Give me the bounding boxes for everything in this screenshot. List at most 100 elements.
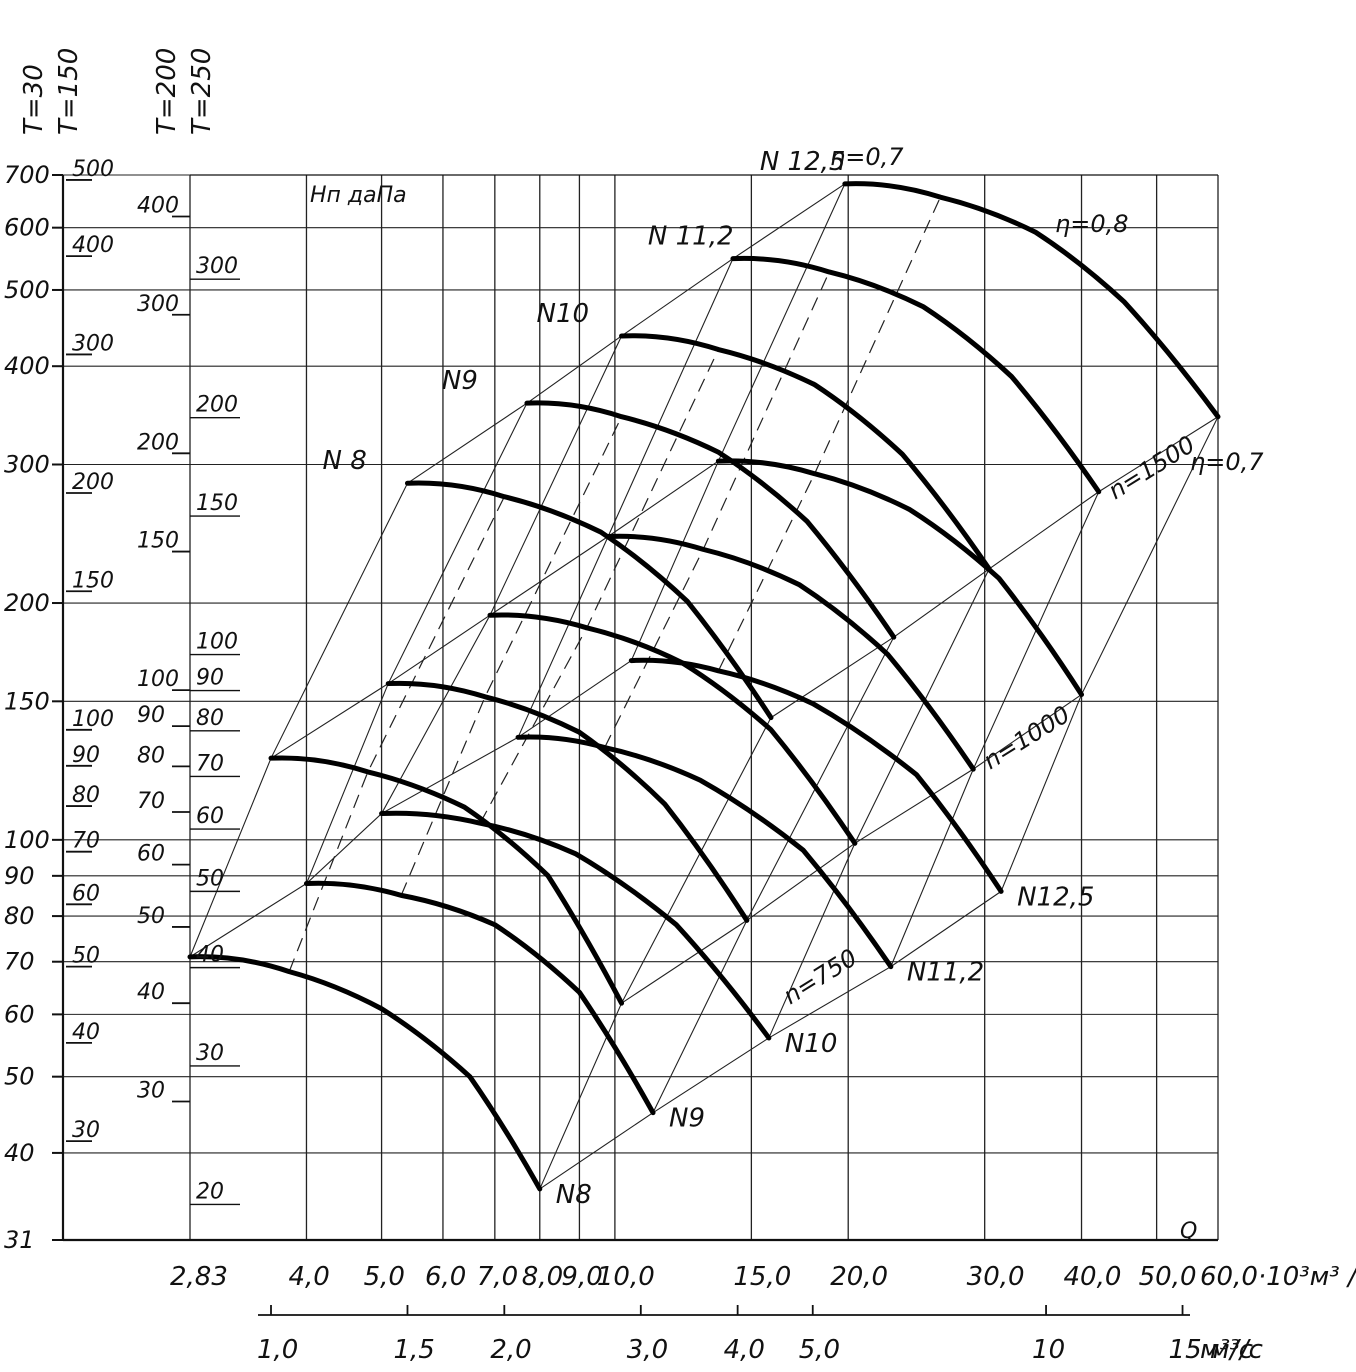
- t250-tick-label: 80: [196, 706, 224, 731]
- t150-tick-label: 80: [72, 783, 100, 808]
- efficiency-label: η=0,7: [830, 143, 904, 171]
- x-tick-label: 6,0: [425, 1262, 466, 1292]
- t250-tick-label: 90: [196, 666, 224, 691]
- fan-curve-N9-n1000: [385, 680, 750, 923]
- efficiency-line: [717, 196, 941, 672]
- x-tick-label: 30,0: [967, 1262, 1025, 1292]
- x-tick-label: 15,0: [733, 1262, 791, 1292]
- fan-label-top: N 11,2: [648, 222, 734, 252]
- speed-label: n=750: [778, 943, 862, 1010]
- efficiency-line: [400, 416, 623, 896]
- fan-curve-N10-n1500: [619, 333, 992, 572]
- x-tick-label: 7,0: [477, 1262, 518, 1292]
- fan-curve-N11-2-n750: [515, 734, 894, 970]
- x2-tick-label: 2,0: [490, 1335, 531, 1365]
- fan-label-bottom: N10: [785, 1029, 838, 1059]
- fan-label-bottom: N11,2: [907, 958, 984, 988]
- t200-tick-label: 40: [137, 980, 165, 1005]
- y-tick-label: 500: [4, 276, 50, 304]
- t150-tick-label: 70: [72, 829, 100, 854]
- fan-curve-N9-n1500: [524, 400, 897, 640]
- efficiency-line: [479, 349, 719, 824]
- temperature-header: T=200: [152, 48, 182, 135]
- t200-tick-label: 100: [137, 667, 179, 692]
- x-tick-label: 50,0: [1139, 1262, 1197, 1292]
- x-tick-label: 40,0: [1064, 1262, 1122, 1292]
- fan-label-top: N10: [537, 299, 590, 329]
- t200-tick-label: 80: [137, 743, 165, 768]
- t250-tick-label: 200: [196, 393, 238, 418]
- fan-curve-N9-n750: [303, 880, 656, 1116]
- temperature-header: T=30: [19, 64, 49, 135]
- fan-curve-N12-5-n1000: [715, 458, 1085, 698]
- t200-tick-label: 300: [137, 292, 179, 317]
- t200-tick-label: 30: [137, 1078, 165, 1103]
- fan-label-top: N9: [442, 366, 478, 396]
- x2-units-label: м³/с: [1200, 1335, 1253, 1365]
- y-tick-label: 90: [4, 862, 35, 890]
- x-tick-label: 20,0: [830, 1262, 888, 1292]
- t200-tick-label: 60: [137, 842, 165, 867]
- x2-tick-label: 5,0: [799, 1335, 840, 1365]
- x2-tick-label: 15 м³/с: [1169, 1335, 1263, 1365]
- t150-tick-label: 100: [72, 707, 114, 732]
- size-line-end: [539, 717, 772, 1190]
- t200-tick-label: 50: [137, 904, 165, 929]
- t150-tick-label: 300: [72, 331, 114, 356]
- y-tick-label: 50: [4, 1063, 35, 1091]
- y-tick-label: 40: [4, 1139, 35, 1167]
- y-tick-label: 100: [4, 826, 50, 854]
- y-tick-label: 80: [4, 902, 35, 930]
- speed-label: n=1000: [978, 700, 1075, 775]
- fan-label-bottom: N12,5: [1017, 882, 1094, 912]
- t250-tick-label: 50: [196, 866, 224, 891]
- t250-tick-label: 300: [196, 254, 238, 279]
- x2-tick-label: 10: [1032, 1335, 1065, 1365]
- fan-curve-N10-n750: [379, 810, 772, 1041]
- y-tick-label: 150: [4, 687, 50, 715]
- x-tick-label: 10,0: [597, 1262, 655, 1292]
- t150-tick-label: 500: [72, 157, 114, 182]
- t150-tick-label: 200: [72, 470, 114, 495]
- y-tick-label: 60: [4, 1000, 35, 1028]
- fan-curve-N12-5-n750: [628, 657, 1004, 894]
- t250-tick-label: 150: [196, 491, 238, 516]
- fan-curves: [187, 181, 1221, 1192]
- speed-label: n=1500: [1103, 430, 1200, 505]
- y-tick-label: 200: [4, 589, 50, 617]
- y-tick-label: 400: [4, 352, 50, 380]
- fan-curve-N8-n1500: [404, 480, 774, 721]
- temperature-header: T=150: [54, 48, 84, 135]
- t150-tick-label: 30: [72, 1118, 100, 1143]
- t200-tick-label: 90: [137, 703, 165, 728]
- t250-tick-label: 100: [196, 630, 238, 655]
- t250-tick-label: 40: [196, 943, 224, 968]
- t250-tick-label: 70: [196, 751, 224, 776]
- fan-curve-N8-n750: [187, 954, 543, 1192]
- t250-tick-label: 30: [196, 1041, 224, 1066]
- fan-curve-N10-n1000: [487, 612, 858, 846]
- efficiency-label: η=0,8: [1055, 210, 1129, 238]
- x2-tick-label: 4,0: [724, 1335, 765, 1365]
- speed-line-start: [189, 660, 632, 958]
- guide-lines: [189, 183, 1219, 1190]
- y-tick-label: 300: [4, 450, 50, 478]
- t250-tick-label: 60: [196, 804, 224, 829]
- temperature-header: T=250: [187, 48, 217, 135]
- x-tick-label: 2,83: [170, 1262, 228, 1292]
- fan-label-top: N 8: [322, 446, 366, 476]
- fan-curve-N11-2-n1000: [605, 533, 976, 772]
- fan-curve-N8-n1000: [268, 755, 625, 1006]
- fan-curve-N11-2-n1500: [730, 255, 1102, 495]
- fan-label-bottom: N9: [669, 1104, 705, 1134]
- efficiency-line: [288, 496, 505, 972]
- x2-tick-label: 1,0: [257, 1335, 298, 1365]
- fan-label-bottom: N8: [556, 1180, 592, 1210]
- y-axis-label: Нп даПа: [310, 183, 407, 208]
- fan-curve-N12-5-n1500: [842, 181, 1221, 420]
- x2-tick-label: 3,0: [627, 1335, 668, 1365]
- x-axis-label: Q: [1180, 1219, 1197, 1244]
- fan-label-top: N 12,5: [760, 147, 846, 177]
- t200-tick-label: 200: [137, 430, 179, 455]
